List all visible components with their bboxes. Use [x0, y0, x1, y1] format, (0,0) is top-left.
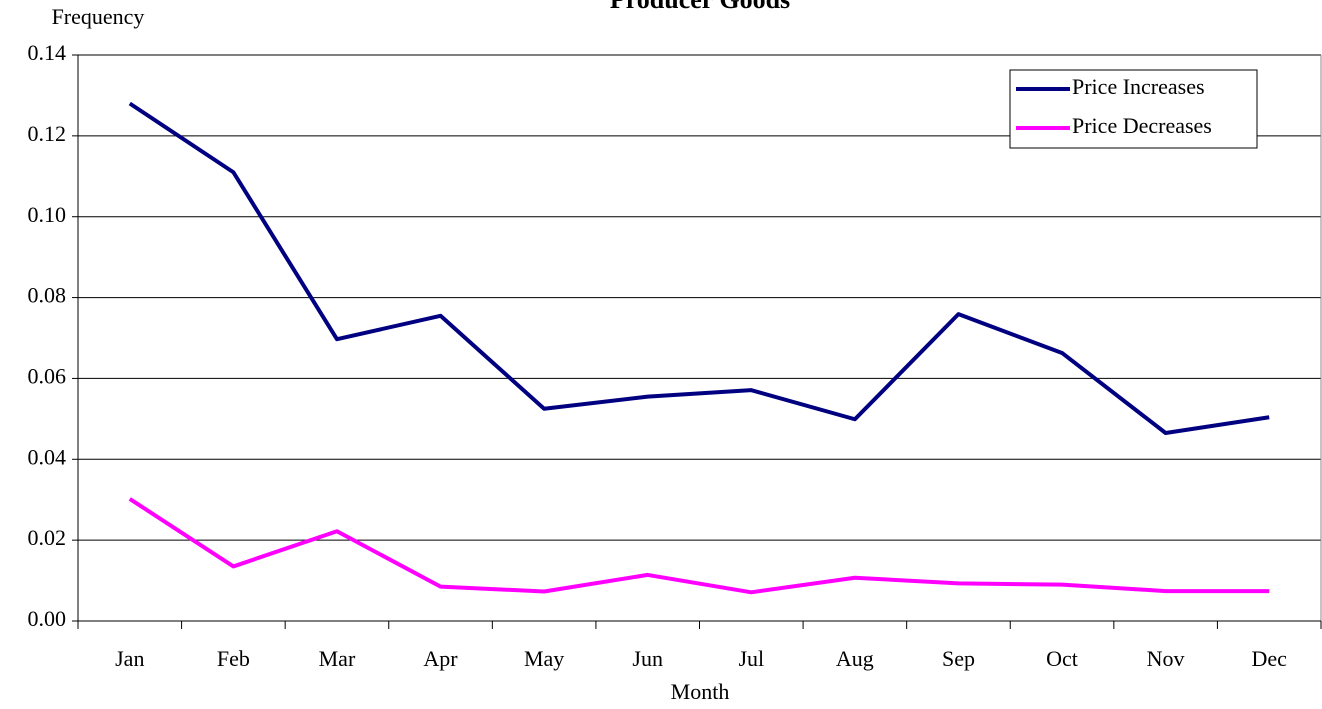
legend-label: Price Decreases — [1072, 113, 1212, 138]
x-axis-label: Month — [671, 679, 730, 704]
x-tick-label: Aug — [836, 646, 874, 671]
x-tick-label: Jan — [115, 646, 144, 671]
y-tick-label: 0.02 — [28, 525, 67, 550]
y-axis-label: Frequency — [52, 4, 145, 29]
y-tick-label: 0.14 — [28, 40, 67, 65]
y-tick-label: 0.08 — [28, 283, 67, 308]
y-tick-label: 0.04 — [28, 444, 67, 469]
legend-box — [1009, 69, 1258, 149]
x-tick-label: Jul — [738, 646, 764, 671]
x-tick-label: Sep — [942, 646, 975, 671]
legend-label: Price Increases — [1072, 74, 1205, 99]
x-tick-label: Feb — [217, 646, 250, 671]
x-tick-label: Apr — [423, 646, 458, 671]
line — [128, 497, 1270, 595]
x-tick-label: Dec — [1251, 646, 1287, 671]
x-tick-label: Nov — [1147, 646, 1185, 671]
x-tick-label: Oct — [1046, 646, 1078, 671]
chart-title: Producer Goods — [610, 0, 790, 14]
line — [128, 101, 1270, 436]
x-tick-label: Mar — [319, 646, 356, 671]
x-tick-label: Jun — [632, 646, 663, 671]
x-tick-label: May — [524, 646, 564, 671]
y-tick-label: 0.06 — [28, 363, 67, 388]
y-tick-label: 0.12 — [28, 121, 67, 146]
y-tick-label: 0.10 — [28, 202, 67, 227]
y-tick-label: 0.00 — [28, 606, 67, 631]
